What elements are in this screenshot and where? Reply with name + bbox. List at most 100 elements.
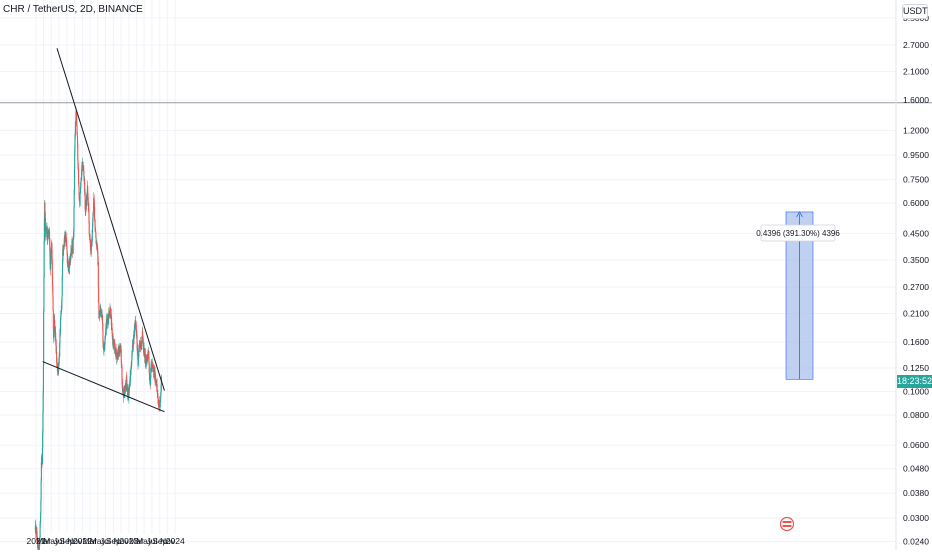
logo-bar (782, 525, 792, 527)
descending-resistance-trendline (56, 48, 165, 391)
x-tick-label: Jul (100, 536, 111, 546)
candle-body (101, 314, 103, 323)
x-tick-label: Sep (106, 536, 121, 546)
candle-body (88, 202, 90, 213)
logo-bar (782, 521, 792, 523)
candle-body (78, 186, 80, 195)
candle-body (40, 462, 42, 482)
candle-body (120, 349, 122, 363)
y-tick-label: 0.0480 (903, 464, 929, 474)
candle-body (128, 392, 130, 398)
candle-body (102, 329, 104, 343)
candle-body (97, 262, 99, 288)
candle-body (54, 325, 56, 327)
candle-body (133, 330, 135, 339)
candle-body (42, 433, 44, 448)
measure-label: 0.4396 (391.30%) 4396 (756, 229, 840, 238)
candle-body (135, 324, 137, 335)
candle-body (45, 227, 48, 234)
candle-body (142, 343, 144, 350)
y-tick-label: 1.6000 (903, 95, 929, 105)
candle-body (97, 251, 99, 265)
candle-body (121, 368, 123, 379)
candle-body (40, 499, 42, 514)
candle-body (74, 139, 76, 151)
candle-body (73, 189, 75, 208)
candle-body (74, 150, 76, 169)
candle-body (52, 276, 54, 287)
candle-body (42, 365, 44, 394)
candle-body (39, 536, 41, 543)
y-tick-label: 0.1250 (903, 363, 929, 373)
candle-body (152, 364, 154, 366)
candle-body (58, 363, 60, 371)
candle-body (111, 322, 113, 328)
candle-body (42, 393, 44, 414)
candle-body (150, 367, 152, 379)
candle-body (36, 531, 38, 539)
candle-body (73, 207, 75, 232)
y-tick-label: 0.1000 (903, 387, 929, 397)
y-tick-label: 0.4500 (903, 228, 929, 238)
candle-body (58, 356, 61, 357)
measure-tool[interactable]: 0.4396 (391.30%) 4396 (756, 211, 840, 380)
y-tick-label: 0.0800 (903, 410, 929, 420)
y-tick-label: 2.7000 (903, 40, 929, 50)
y-tick-label: 0.9500 (903, 150, 929, 160)
candle-body (49, 238, 51, 251)
candle-body (156, 384, 158, 390)
candle-body (105, 328, 107, 336)
last-price-countdown-tag: 18:23:52 (897, 375, 932, 388)
logo-ring (779, 516, 795, 532)
candle-body (55, 332, 57, 341)
x-tick-label: 2022 (73, 536, 92, 546)
y-tick-label: 1.2000 (903, 125, 929, 135)
x-tick-label: Nov (160, 536, 176, 546)
candle-body (142, 338, 144, 344)
x-tick-label: May (136, 536, 153, 546)
x-tick-label: Mar (36, 536, 51, 546)
candle-body (98, 287, 100, 303)
x-tick-label: Mar (83, 536, 98, 546)
candle-body (160, 394, 162, 400)
candle-body (139, 347, 141, 349)
candle-body (72, 239, 74, 254)
candle-body (143, 348, 145, 351)
candle-body (136, 330, 138, 335)
y-tick-label: 0.0240 (903, 536, 929, 546)
y-tick-label: 0.3500 (903, 255, 929, 265)
candle-body (90, 244, 93, 248)
x-tick-label: Mar (129, 536, 144, 546)
candle-body (87, 186, 89, 195)
candle-body (70, 250, 72, 260)
y-tick-label: 0.2700 (903, 282, 929, 292)
y-tick-label: 0.7500 (903, 175, 929, 185)
candle-body (75, 111, 77, 124)
candle-body (73, 168, 76, 190)
candle-body (88, 212, 90, 222)
candle-body (76, 135, 79, 144)
y-tick-label: 0.0380 (903, 488, 929, 498)
candle-body (50, 253, 52, 265)
candle-body (52, 286, 54, 297)
candle-body (55, 339, 57, 353)
measure-arrow-head-icon (796, 211, 803, 218)
x-tick-label: Jul (54, 536, 65, 546)
x-tick-label: May (43, 536, 60, 546)
measure-label-box (760, 224, 836, 242)
candle-body (50, 250, 52, 254)
x-tick-label: Sep (59, 536, 74, 546)
currency-badge[interactable]: USDT (902, 4, 928, 19)
candle-body (42, 413, 44, 434)
candle-body (41, 447, 43, 465)
candle-body (91, 229, 93, 242)
candle-body (66, 249, 68, 253)
candle-body (138, 348, 140, 357)
candle-body (77, 143, 79, 160)
candle-body (94, 206, 96, 219)
y-tick-label: 0.0300 (903, 513, 929, 523)
candle-body (77, 168, 80, 184)
x-tick-label: 2024 (166, 536, 185, 546)
